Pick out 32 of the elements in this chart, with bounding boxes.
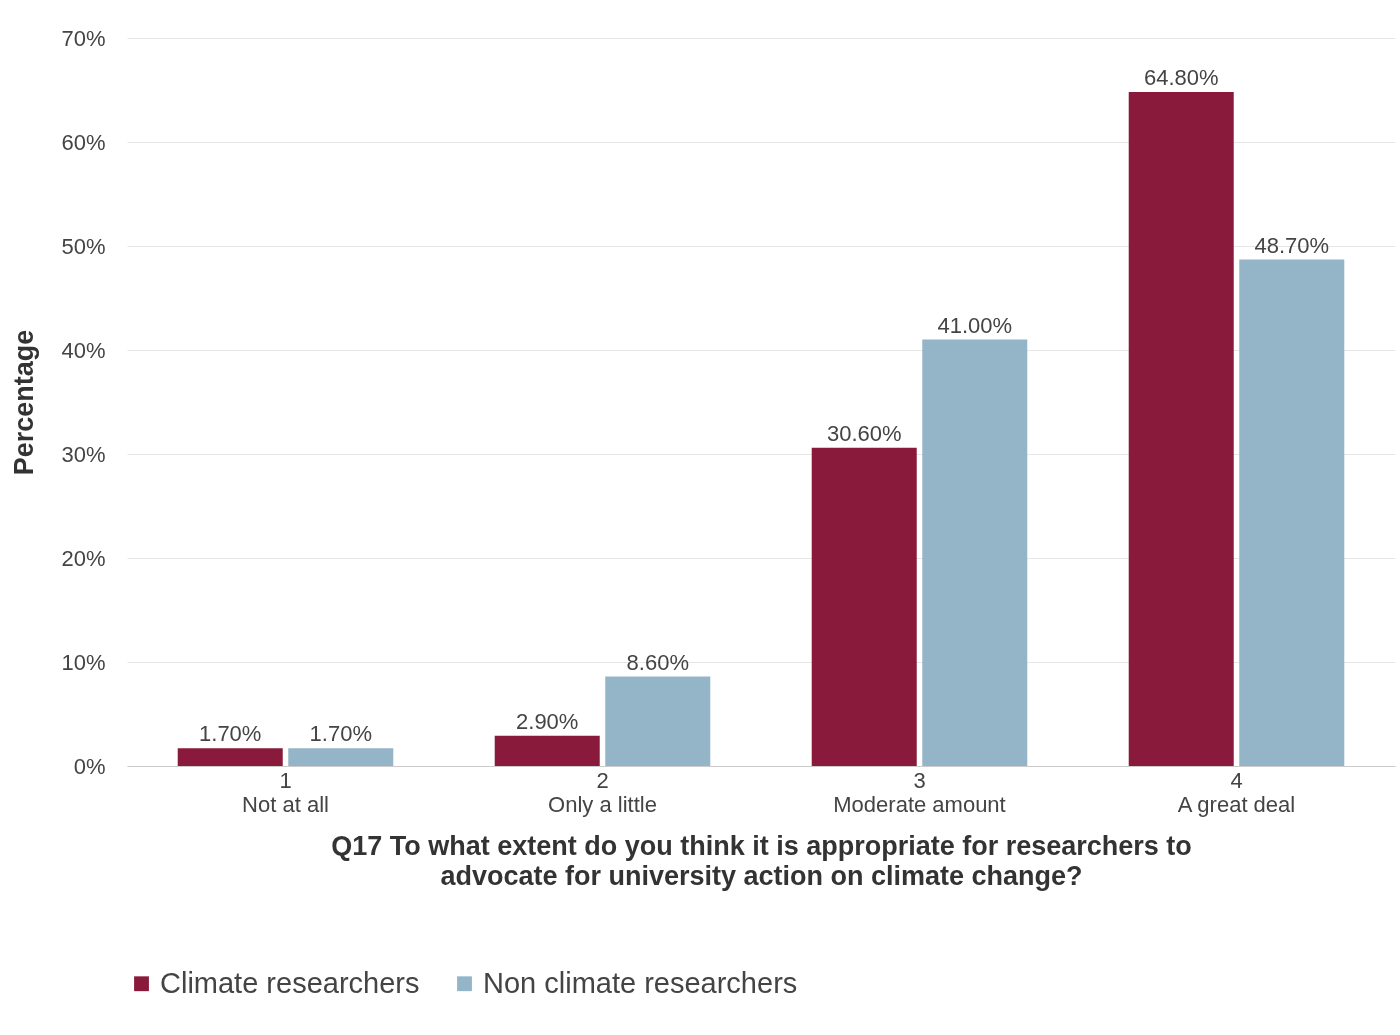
- legend-label: Non climate researchers: [483, 966, 798, 999]
- bar: [1239, 259, 1345, 766]
- y-tick-label: 0%: [73, 753, 106, 779]
- y-axis-title: Percentage: [9, 329, 40, 476]
- data-label: 8.60%: [626, 649, 689, 675]
- data-label: 64.80%: [1143, 65, 1219, 91]
- data-label: 41.00%: [937, 312, 1013, 338]
- bar: [177, 748, 283, 766]
- x-tick-label: 1 Not at all: [242, 767, 329, 817]
- y-tick-label: 60%: [61, 129, 106, 155]
- y-tick-label: 70%: [61, 25, 106, 51]
- x-tick-label: 4 A great deal: [1177, 767, 1296, 817]
- data-label: 2.90%: [516, 708, 579, 734]
- bar: [811, 447, 917, 766]
- y-tick-label: 20%: [61, 545, 106, 571]
- x-axis-title: Q17 To what extent do you think it is appropriate for researchers to advocate for university action on climate change?: [331, 830, 1192, 891]
- data-label: 1.70%: [309, 721, 372, 747]
- y-tick-label: 50%: [61, 233, 106, 259]
- data-label: 1.70%: [199, 721, 262, 747]
- bar: [922, 339, 1028, 766]
- bar: [494, 735, 600, 766]
- bar: [288, 748, 394, 766]
- y-tick-label: 10%: [61, 649, 106, 675]
- x-tick-label: 2 Only a little: [548, 767, 657, 817]
- y-tick-label: 40%: [61, 337, 106, 363]
- legend-label: Climate researchers: [160, 966, 420, 999]
- x-tick-label: 3 Moderate amount: [833, 767, 1006, 817]
- bar: [1128, 92, 1234, 766]
- y-tick-label: 30%: [61, 441, 106, 467]
- bar: [605, 676, 711, 766]
- data-label: 48.70%: [1254, 232, 1330, 258]
- data-label: 30.60%: [826, 420, 902, 446]
